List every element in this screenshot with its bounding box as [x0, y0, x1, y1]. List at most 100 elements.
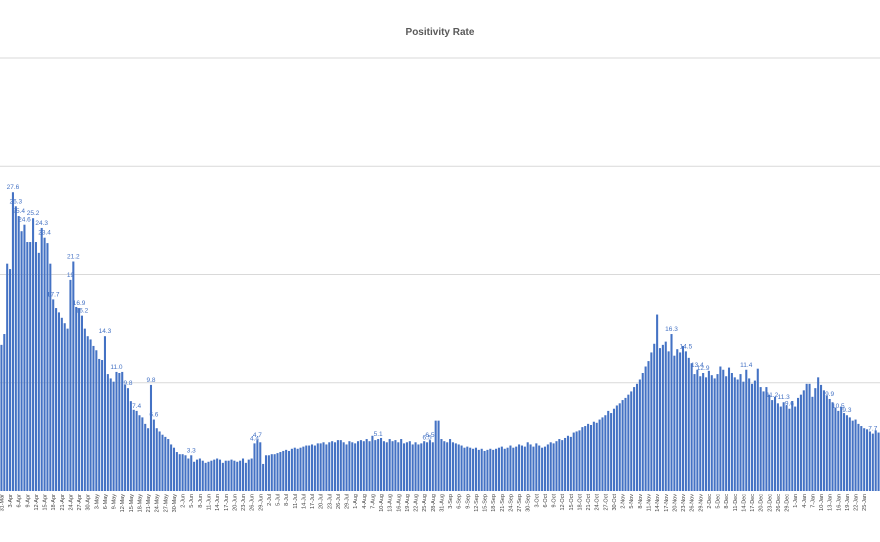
bar: [601, 417, 604, 491]
x-tick-label: 18-May: [137, 494, 143, 513]
bar: [837, 410, 840, 491]
bar: [426, 442, 429, 491]
bar: [822, 390, 825, 491]
bar: [434, 420, 437, 491]
bar: [167, 439, 170, 491]
x-tick-label: 27-Apr: [77, 494, 83, 511]
bar: [385, 442, 388, 491]
bar: [661, 344, 664, 491]
bar: [782, 402, 785, 491]
x-tick-label: 12-Sep: [474, 494, 480, 512]
bar: [497, 447, 500, 491]
bar: [49, 263, 52, 491]
bar: [805, 383, 808, 491]
bar: [817, 377, 820, 491]
bar: [604, 415, 607, 491]
bar: [739, 374, 742, 491]
x-tick-label: 9-Sep: [465, 494, 471, 509]
data-label: 9.8: [146, 377, 155, 384]
bar: [115, 371, 118, 491]
data-label: 9.9: [825, 391, 834, 398]
bar: [797, 397, 800, 491]
bar: [543, 446, 546, 491]
bar: [124, 384, 127, 491]
bar: [322, 442, 325, 491]
x-tick-label: 31-Mar: [0, 494, 5, 512]
bar: [811, 396, 814, 491]
bar: [233, 460, 236, 491]
bar: [428, 440, 431, 491]
x-tick-label: 5-Jul: [276, 494, 282, 506]
x-tick-label: 11-Dec: [733, 494, 739, 512]
x-tick-label: 30-Sep: [526, 494, 532, 512]
bar: [394, 440, 397, 491]
bar: [750, 383, 754, 491]
bar: [515, 446, 518, 491]
bar: [446, 442, 449, 491]
bar: [400, 439, 403, 491]
x-tick-label: 21-Sep: [500, 494, 506, 512]
data-label: 16.3: [665, 326, 678, 333]
bar: [509, 445, 512, 491]
bar: [164, 436, 167, 492]
bar: [172, 447, 176, 491]
bar: [843, 413, 846, 491]
x-tick-label: 10-Aug: [379, 494, 385, 512]
x-tick-label: 5-Jun: [189, 494, 195, 508]
x-tick-label: 6-Sep: [457, 494, 463, 509]
x-tick-label: 1-Aug: [353, 494, 359, 509]
bar: [374, 440, 377, 491]
bar: [799, 394, 802, 491]
x-tick-label: 9-May: [112, 494, 118, 510]
bar: [158, 431, 161, 491]
x-tick-label: 13-Jan: [828, 494, 834, 511]
data-label: 25.4: [12, 208, 25, 215]
bar: [138, 415, 141, 491]
data-label: 21.2: [67, 254, 80, 261]
bar: [287, 450, 291, 491]
bar: [848, 417, 851, 491]
x-tick-label: 19-Jan: [845, 494, 851, 511]
bar: [3, 334, 6, 491]
bar: [564, 437, 567, 491]
x-tick-label: 18-Apr: [51, 494, 57, 511]
x-tick-label: 2-Jun: [181, 494, 187, 508]
x-tick-label: 20-Jun: [232, 494, 238, 511]
bar: [716, 374, 719, 491]
bar: [420, 443, 423, 491]
bar: [725, 376, 728, 491]
bar: [825, 395, 828, 491]
bar: [541, 447, 544, 491]
bar: [753, 380, 756, 491]
x-tick-label: 3-Sep: [448, 494, 454, 509]
x-tick-label: 17-Jul: [310, 494, 316, 509]
x-tick-label: 20-Jul: [319, 494, 325, 509]
bar: [451, 442, 454, 491]
bar: [535, 443, 538, 491]
x-tick-label: 26-Jun: [250, 494, 256, 511]
data-label: 5.1: [374, 431, 383, 438]
bar: [270, 454, 273, 491]
bar: [779, 406, 782, 491]
bar: [696, 369, 699, 491]
bar: [9, 269, 12, 491]
bar: [339, 440, 342, 491]
bar: [216, 458, 219, 491]
bar: [276, 453, 279, 491]
bar: [868, 431, 871, 491]
bar: [722, 369, 725, 491]
bar: [699, 376, 702, 491]
bar: [569, 436, 572, 492]
x-tick-label: 26-Nov: [690, 494, 696, 512]
bar: [794, 406, 797, 491]
bar: [310, 444, 314, 491]
bar: [230, 459, 233, 491]
bar: [845, 415, 848, 491]
bar: [736, 379, 739, 491]
bar: [713, 378, 716, 491]
bar: [561, 440, 564, 491]
bar: [253, 443, 256, 491]
bar: [756, 368, 759, 491]
bar: [808, 383, 811, 491]
